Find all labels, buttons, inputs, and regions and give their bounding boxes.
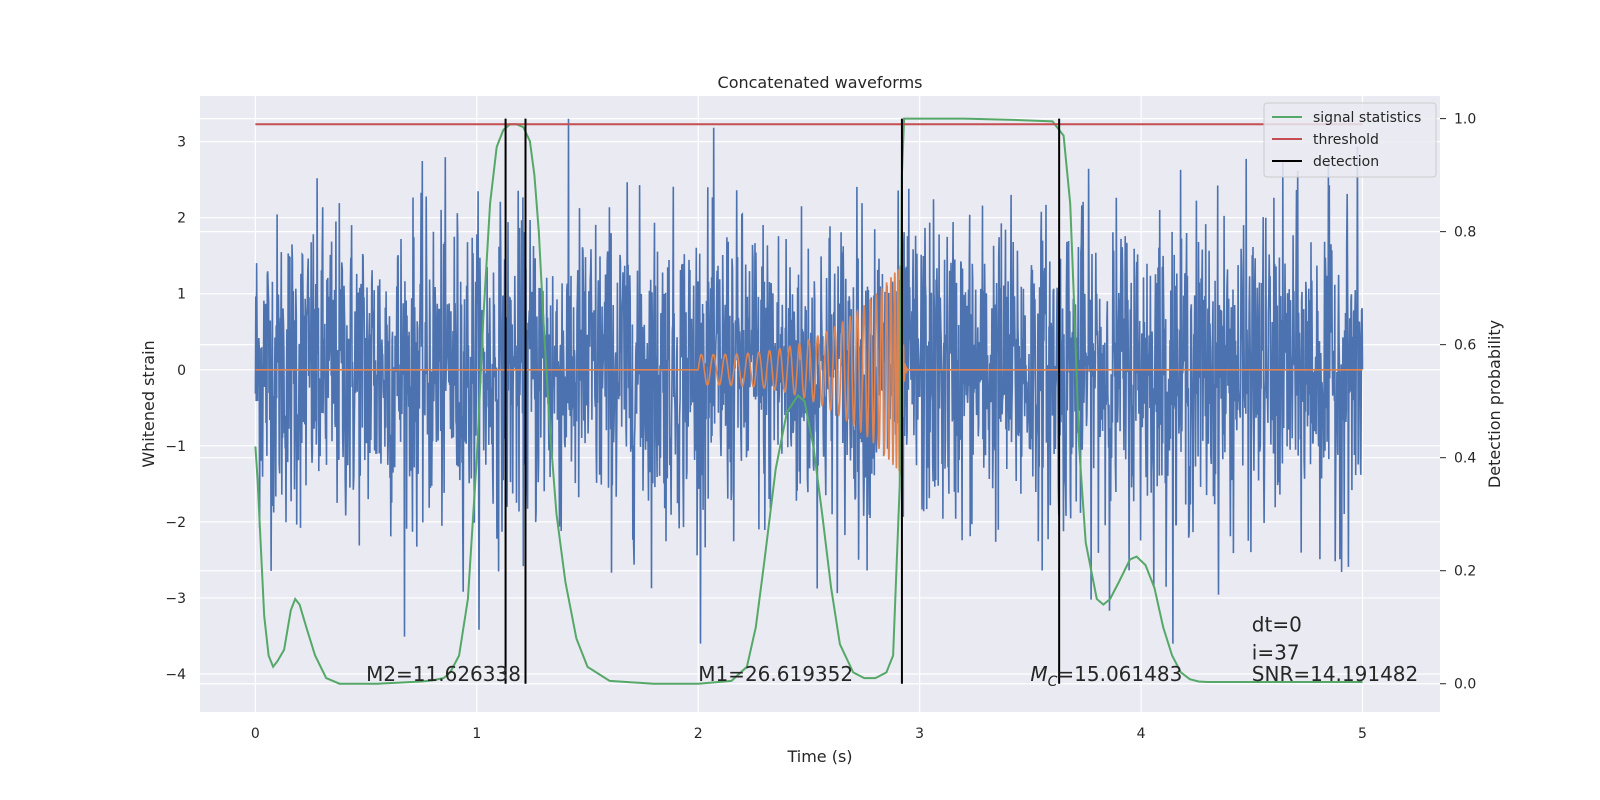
annotation: i=37: [1252, 641, 1300, 665]
legend-label-threshold: threshold: [1313, 132, 1379, 148]
chart-title: Concatenated waveforms: [718, 73, 923, 92]
annotation-subscript: C: [1048, 674, 1058, 690]
annotation: M2=11.626338: [366, 662, 521, 686]
legend-label-detection: detection: [1313, 154, 1379, 170]
annotation: dt=0: [1252, 613, 1302, 637]
y2-axis-label: Detection probability: [1485, 320, 1504, 488]
y-tick-label: 0: [177, 363, 186, 379]
y2-tick-label: 0.2: [1454, 564, 1476, 580]
y-tick-label: 2: [177, 211, 186, 227]
y2-tick-label: 0.0: [1454, 677, 1476, 693]
y-tick-label: 1: [177, 287, 186, 303]
x-tick-label: 1: [472, 726, 481, 742]
y2-tick-label: 0.8: [1454, 225, 1476, 241]
legend: signal statistics threshold detection: [1263, 102, 1437, 178]
legend-label-signal-statistics: signal statistics: [1313, 110, 1421, 126]
y2-tick-label: 0.6: [1454, 338, 1476, 354]
annotation-symbol: M: [1030, 662, 1047, 686]
annotation-value: =15.061483: [1057, 662, 1182, 686]
x-tick-label: 3: [915, 726, 924, 742]
y2-tick-label: 1.0: [1454, 112, 1476, 128]
annotations: M2=11.626338 M1=26.619352 MC=15.061483 dt=0…: [366, 613, 1418, 690]
y-tick-label: −2: [165, 515, 186, 531]
x-axis-label: Time (s): [786, 747, 852, 766]
x-tick-label: 2: [694, 726, 703, 742]
legend-box: [1263, 102, 1437, 178]
y-tick-label: −4: [165, 667, 186, 683]
y-axis-label: Whitened strain: [139, 340, 158, 467]
x-tick-label: 5: [1358, 726, 1367, 742]
y-tick-label: 3: [177, 135, 186, 151]
strain-trace: [254, 118, 1364, 644]
y-tick-label: −1: [165, 439, 186, 455]
annotation: SNR=14.191482: [1252, 662, 1418, 686]
y2-tick-label: 0.4: [1454, 451, 1476, 467]
x-tick-label: 4: [1137, 726, 1146, 742]
annotation: MC=15.061483: [1030, 662, 1182, 690]
x-tick-label: 0: [251, 726, 260, 742]
annotation: M1=26.619352: [698, 662, 853, 686]
signal-statistics-line: [254, 117, 1363, 685]
y-tick-label: −3: [165, 591, 186, 607]
plot-layer: [254, 117, 1364, 685]
ticks: 0 1 2 3 4 5 −4 −3 −2 −1 0 1 2 3 0.0 0.2 0.4 0.6 0.8 1.0: [165, 112, 1476, 742]
template-trace: [255, 265, 1363, 476]
